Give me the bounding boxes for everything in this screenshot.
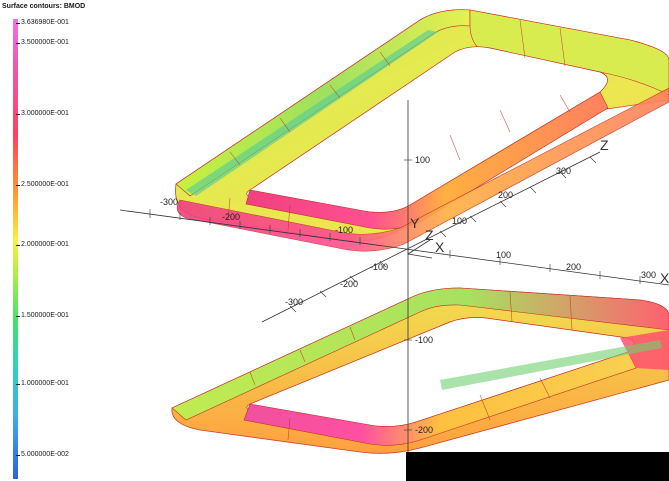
legend-tick — [16, 23, 20, 24]
z-tick-label: 300 — [556, 166, 571, 176]
legend-tick — [16, 316, 20, 317]
legend-label: 2.000000E-001 — [21, 241, 69, 248]
legend-tick — [16, 185, 20, 186]
y-tick-label: -200 — [415, 425, 433, 435]
legend-label: 1.000000E-001 — [21, 380, 69, 387]
x-tick-label: 300 — [641, 270, 656, 280]
z-tick-label: -300 — [285, 297, 303, 307]
x-axis-name: X — [660, 270, 669, 286]
origin-x-label: X — [435, 239, 445, 255]
legend-tick — [16, 245, 20, 246]
x-tick-label: 100 — [496, 250, 511, 260]
axes — [119, 100, 669, 481]
legend-title: Surface contours: BMOD — [2, 3, 86, 10]
x-tick-label: -100 — [335, 225, 353, 235]
legend-tick — [16, 455, 20, 456]
upper-coil[interactable] — [175, 9, 669, 252]
legend-label: 2.500000E-001 — [21, 181, 69, 188]
legend-label: 3.000000E-001 — [21, 110, 69, 117]
origin-z-label: Z — [425, 227, 434, 243]
x-tick-label: -200 — [222, 212, 240, 222]
y-tick-label: 100 — [415, 155, 430, 165]
z-tick-label: 200 — [498, 190, 513, 200]
legend-tick — [16, 43, 20, 44]
overlay-panel — [406, 452, 669, 481]
z-tick-label: 100 — [452, 216, 467, 226]
z-tick-label: -100 — [370, 262, 388, 272]
y-tick-label: -100 — [415, 335, 433, 345]
origin-y-label: Y — [410, 215, 420, 231]
legend-label-max: 3.636980E-001 — [21, 19, 69, 26]
x-tick-label: 200 — [566, 262, 581, 272]
legend-tick — [16, 114, 20, 115]
x-tick-label: -300 — [160, 197, 178, 207]
z-tick-label: -200 — [340, 279, 358, 289]
legend-label: 1.500000E-001 — [21, 312, 69, 319]
legend-label: 5.000000E-002 — [21, 451, 69, 458]
color-scale-bar — [13, 19, 18, 479]
lower-coil[interactable] — [171, 287, 669, 454]
legend-label: 3.500000E-001 — [21, 39, 69, 46]
legend-tick — [16, 384, 20, 385]
z-axis-name: Z — [600, 137, 609, 153]
